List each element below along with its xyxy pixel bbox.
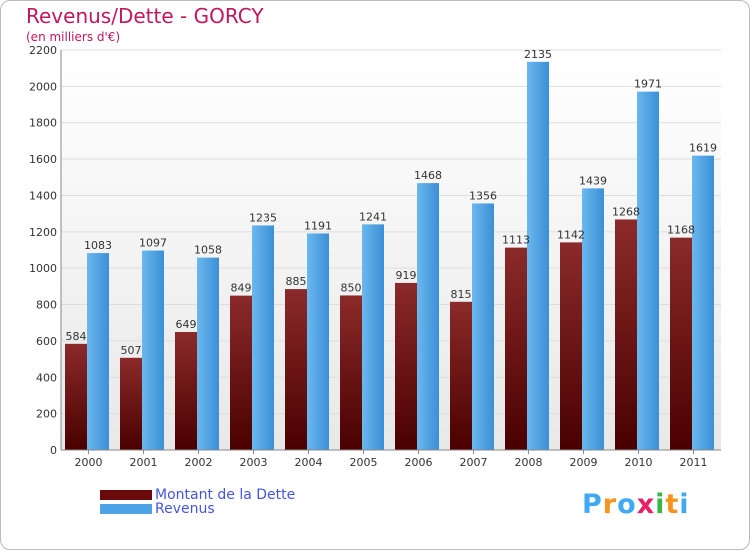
data-label-revenus: 1097 bbox=[139, 237, 167, 250]
x-tick-label: 2004 bbox=[295, 456, 323, 469]
bar-debt bbox=[395, 282, 417, 450]
logo-letter: i bbox=[655, 489, 666, 520]
bar-debt bbox=[560, 242, 582, 450]
legend-label-revenus: Revenus bbox=[155, 501, 215, 517]
y-tick-label: 800 bbox=[36, 299, 57, 312]
bar-revenus bbox=[197, 257, 219, 450]
x-tick-label: 2006 bbox=[405, 456, 433, 469]
y-tick-label: 0 bbox=[50, 444, 57, 457]
data-label-debt: 849 bbox=[231, 282, 252, 295]
x-tick-label: 2008 bbox=[515, 456, 543, 469]
y-tick-label: 1000 bbox=[29, 262, 57, 275]
x-tick-label: 2001 bbox=[130, 456, 158, 469]
bar-debt bbox=[120, 357, 142, 450]
data-label-debt: 507 bbox=[121, 344, 142, 357]
data-label-revenus: 1971 bbox=[634, 78, 662, 91]
y-tick-label: 600 bbox=[36, 335, 57, 348]
data-label-revenus: 1468 bbox=[414, 169, 442, 182]
logo-letter: P bbox=[582, 489, 603, 520]
bar-revenus bbox=[527, 61, 549, 451]
bar-revenus bbox=[472, 203, 494, 450]
data-label-revenus: 2135 bbox=[524, 48, 552, 61]
data-label-revenus: 1439 bbox=[579, 174, 607, 187]
y-tick-label: 1800 bbox=[29, 117, 57, 130]
logo-letter: x bbox=[636, 489, 656, 520]
y-tick-label: 2200 bbox=[29, 44, 57, 57]
legend-label-debt: Montant de la Dette bbox=[155, 487, 296, 503]
chart-subtitle: (en milliers d'€) bbox=[26, 30, 121, 44]
x-tick-label: 2000 bbox=[75, 456, 103, 469]
data-label-revenus: 1235 bbox=[249, 211, 277, 224]
bar-debt bbox=[615, 219, 637, 450]
proxiti-logo: Proxiti bbox=[582, 489, 690, 520]
legend-item-debt: Montant de la Dette bbox=[100, 488, 295, 502]
legend-swatch-debt bbox=[100, 490, 152, 500]
x-tick-label: 2003 bbox=[240, 456, 268, 469]
legend-item-revenus: Revenus bbox=[100, 502, 215, 516]
y-tick-label: 200 bbox=[36, 408, 57, 421]
x-tick-label: 2011 bbox=[680, 456, 708, 469]
data-label-debt: 815 bbox=[451, 288, 472, 301]
data-label-revenus: 1619 bbox=[689, 142, 717, 155]
bar-debt bbox=[505, 247, 527, 450]
x-tick-label: 2002 bbox=[185, 456, 213, 469]
data-label-revenus: 1241 bbox=[359, 210, 387, 223]
bar-revenus bbox=[637, 91, 659, 451]
data-label-debt: 885 bbox=[286, 275, 307, 288]
chart-title: Revenus/Dette - GORCY bbox=[26, 4, 264, 28]
bar-revenus bbox=[142, 250, 164, 450]
data-label-revenus: 1191 bbox=[304, 219, 332, 232]
data-label-debt: 1168 bbox=[667, 224, 695, 237]
bar-debt bbox=[175, 332, 197, 450]
y-tick-label: 1600 bbox=[29, 153, 57, 166]
logo-letter: t bbox=[665, 489, 680, 520]
bar-revenus bbox=[87, 253, 109, 450]
data-label-revenus: 1356 bbox=[469, 189, 497, 202]
bar-debt bbox=[340, 295, 362, 450]
bar-debt bbox=[670, 237, 692, 450]
y-tick-label: 2000 bbox=[29, 80, 57, 93]
data-label-debt: 584 bbox=[66, 330, 87, 343]
y-tick-label: 1200 bbox=[29, 226, 57, 239]
bar-debt bbox=[285, 289, 307, 450]
data-label-debt: 919 bbox=[396, 269, 417, 282]
bar-debt bbox=[230, 295, 252, 450]
data-label-revenus: 1083 bbox=[84, 239, 112, 252]
bar-revenus bbox=[417, 183, 439, 450]
y-tick-label: 1400 bbox=[29, 189, 57, 202]
data-label-debt: 850 bbox=[341, 281, 362, 294]
logo-letter: i bbox=[679, 489, 690, 520]
data-label-debt: 649 bbox=[176, 318, 197, 331]
logo-letter: r bbox=[602, 489, 618, 520]
bar-debt bbox=[450, 301, 472, 450]
bar-revenus bbox=[252, 225, 274, 450]
bar-revenus bbox=[362, 224, 384, 450]
bar-debt bbox=[65, 343, 87, 450]
data-label-debt: 1268 bbox=[612, 205, 640, 218]
legend-swatch-revenus bbox=[100, 504, 152, 514]
logo-letter: o bbox=[617, 489, 637, 520]
x-tick-label: 2005 bbox=[350, 456, 378, 469]
plot-area bbox=[61, 50, 721, 450]
bar-revenus bbox=[307, 233, 329, 450]
data-label-debt: 1142 bbox=[557, 228, 585, 241]
data-label-debt: 1113 bbox=[502, 234, 530, 247]
bar-revenus bbox=[582, 188, 604, 450]
x-tick-label: 2010 bbox=[625, 456, 653, 469]
data-label-revenus: 1058 bbox=[194, 244, 222, 257]
x-tick-label: 2007 bbox=[460, 456, 488, 469]
x-tick-label: 2009 bbox=[570, 456, 598, 469]
bar-revenus bbox=[692, 155, 714, 451]
y-tick-label: 400 bbox=[36, 371, 57, 384]
